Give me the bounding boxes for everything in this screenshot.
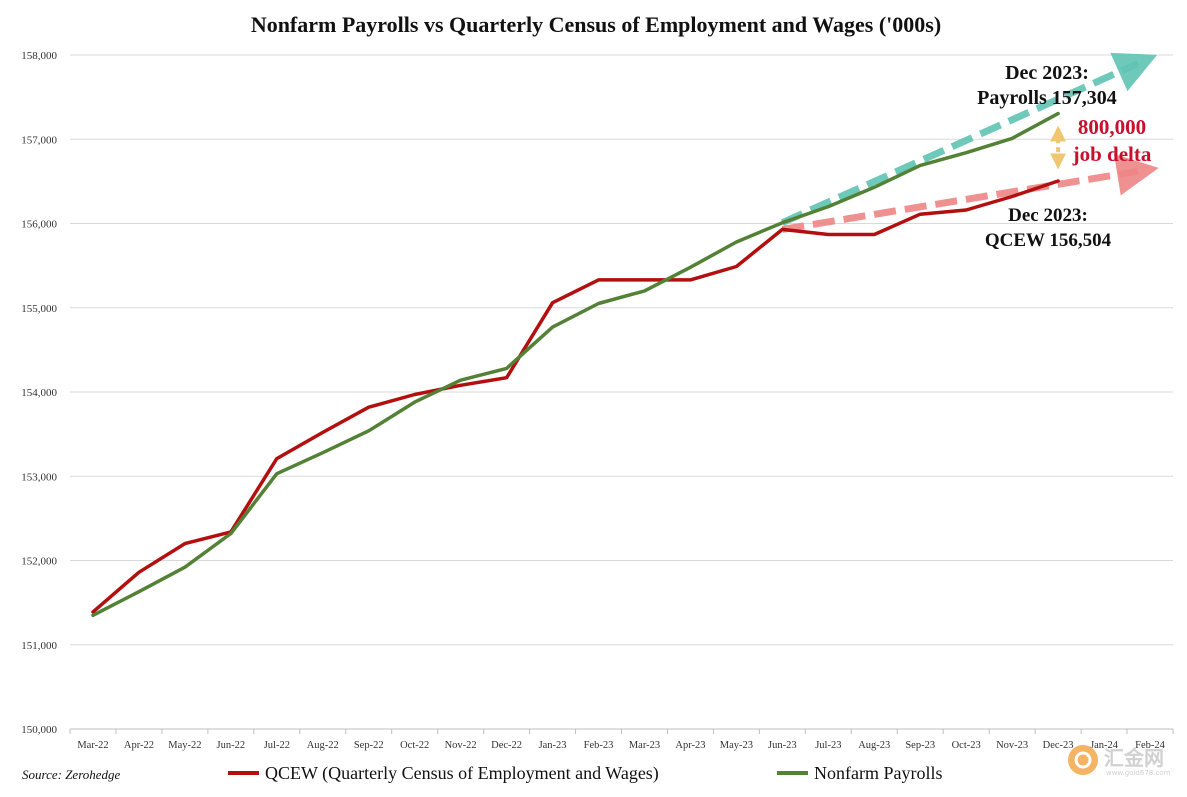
x-tick-label: May-22 — [168, 740, 201, 751]
qcew-annotation: Dec 2023: QCEW 156,504 — [985, 205, 1112, 251]
y-tick-label: 154,000 — [21, 387, 57, 399]
y-tick-label: 158,000 — [21, 50, 57, 62]
x-tick-label: Oct-22 — [400, 740, 429, 751]
x-tick-label: Mar-23 — [629, 740, 660, 751]
x-tick-label: Jan-23 — [539, 740, 567, 751]
x-tick-label: Sep-23 — [905, 740, 935, 751]
payrolls-series-line — [91, 111, 1060, 618]
x-tick-label: Feb-24 — [1135, 740, 1165, 751]
watermark-logo-icon — [1068, 745, 1098, 775]
x-tick-label: Apr-22 — [124, 740, 154, 751]
y-tick-label: 152,000 — [21, 556, 57, 568]
delta-annotation-line1: 800,000 — [1078, 115, 1146, 139]
x-tick-label: Feb-23 — [584, 740, 614, 751]
x-tick-label: Oct-23 — [952, 740, 981, 751]
payrolls-annotation: Dec 2023: Payrolls 157,304 — [977, 62, 1117, 109]
legend-label-payrolls: Nonfarm Payrolls — [814, 763, 942, 783]
qcew-annotation-line2: QCEW 156,504 — [985, 230, 1112, 251]
payrolls-trend-arrow — [780, 52, 1158, 226]
qcew-annotation-line1: Dec 2023: — [1008, 205, 1088, 226]
series-lines — [91, 111, 1060, 618]
x-tick-label: Jun-22 — [217, 740, 246, 751]
payrolls-annotation-line2: Payrolls 157,304 — [977, 87, 1117, 109]
y-tick-label: 153,000 — [21, 471, 57, 483]
trend-projections — [780, 52, 1159, 233]
qcew-trend-arrow — [781, 153, 1159, 233]
qcew-series-line — [91, 179, 1060, 614]
delta-annotation-line2: job delta — [1072, 142, 1152, 166]
y-axis-ticks: 150,000 151,000 152,000 153,000 154,000 155,0… — [21, 50, 57, 736]
x-tick-label: Nov-23 — [996, 740, 1028, 751]
y-tick-label: 150,000 — [21, 724, 57, 736]
watermark-text: 汇金网 — [1104, 746, 1164, 770]
chart-title: Nonfarm Payrolls vs Quarterly Census of … — [251, 12, 941, 37]
x-tick-label: Apr-23 — [675, 740, 705, 751]
watermark: 汇金网 www.gold678.com — [1068, 745, 1171, 777]
source-note: Source: Zerohedge — [22, 767, 121, 782]
y-tick-label: 157,000 — [21, 134, 57, 146]
x-tick-label: Dec-22 — [491, 740, 522, 751]
legend-label-qcew: QCEW (Quarterly Census of Employment and… — [265, 763, 659, 784]
watermark-logo-ring-icon — [1074, 751, 1092, 769]
x-tick-label: Sep-22 — [354, 740, 384, 751]
x-tick-label: Mar-22 — [77, 740, 108, 751]
y-tick-label: 151,000 — [21, 640, 57, 652]
x-tick-label: Jun-23 — [768, 740, 797, 751]
x-tick-label: Jan-24 — [1090, 740, 1119, 751]
x-axis-ticks: Mar-22 Apr-22 May-22 Jun-22 Jul-22 Aug-22 Sep-… — [69, 729, 1174, 751]
gridlines — [70, 54, 1173, 646]
y-tick-label: 155,000 — [21, 303, 57, 315]
watermark-url: www.gold678.com — [1106, 769, 1171, 777]
x-tick-label: Nov-22 — [445, 740, 477, 751]
x-tick-label: Aug-23 — [858, 740, 890, 751]
y-tick-label: 156,000 — [21, 219, 57, 231]
x-tick-label: Aug-22 — [307, 740, 339, 751]
x-tick-label: Jul-22 — [264, 740, 290, 751]
delta-annotation: 800,000 job delta — [1072, 115, 1152, 166]
legend: QCEW (Quarterly Census of Employment and… — [228, 763, 942, 784]
x-tick-label: Dec-23 — [1043, 740, 1074, 751]
payrolls-annotation-line1: Dec 2023: — [1005, 62, 1089, 84]
x-tick-label: Jul-23 — [815, 740, 841, 751]
x-tick-label: May-23 — [720, 740, 753, 751]
